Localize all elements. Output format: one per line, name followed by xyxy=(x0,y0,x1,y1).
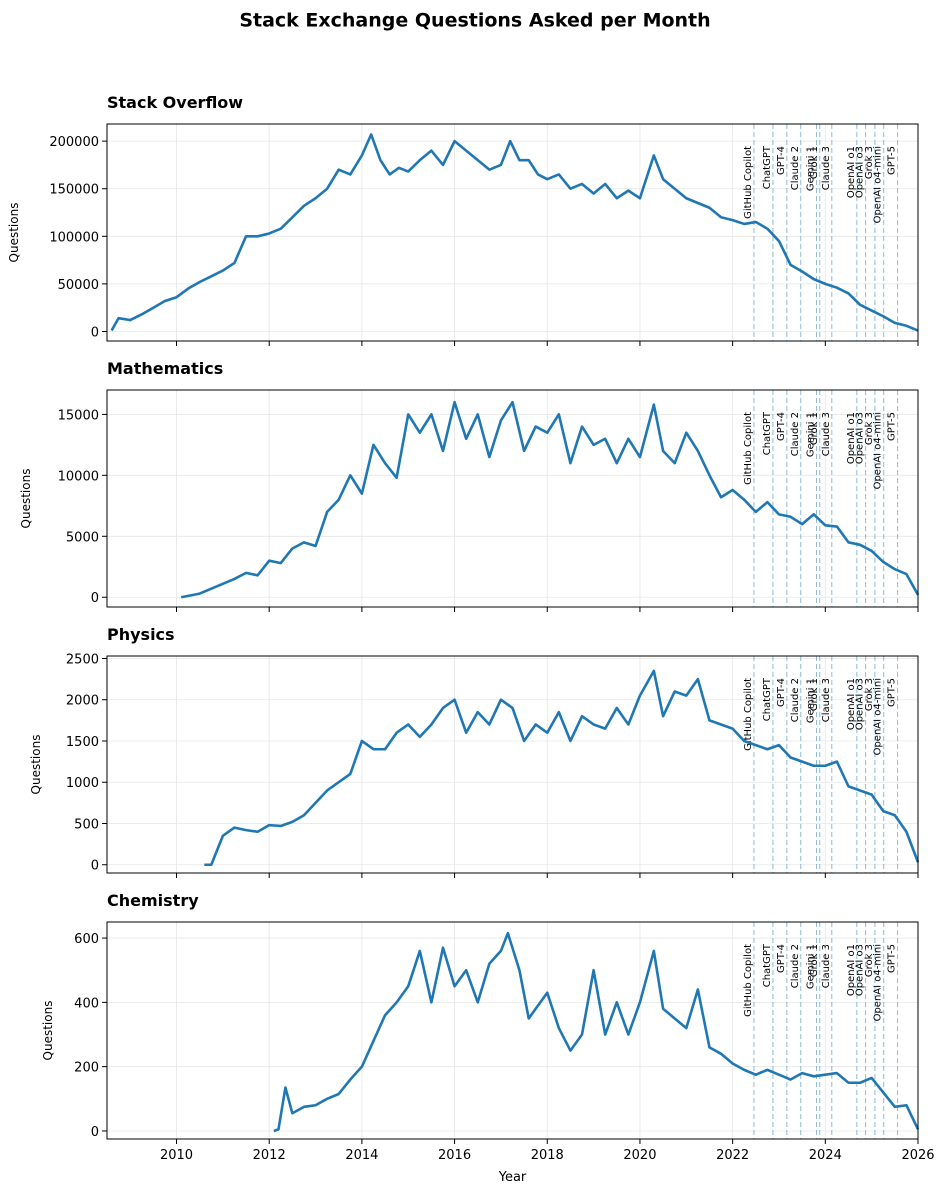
x-tick-label: 2010 xyxy=(160,1148,193,1163)
event-label: Claude 3 xyxy=(821,412,832,456)
event-label: Gemini 1 xyxy=(806,412,817,457)
event-label: Grok 3 xyxy=(864,412,875,445)
y-tick-label: 400 xyxy=(74,996,99,1011)
subplot: Chemistry 2010 2012 2014 2016 2018 2020 2022 202… xyxy=(41,891,935,1185)
y-tick-label: 500 xyxy=(74,817,99,832)
event-label: OpenAI o3 xyxy=(855,412,866,464)
event-label: GPT-4 xyxy=(776,944,787,973)
x-tick-label: 2022 xyxy=(716,1148,749,1163)
event-label: OpenAI o3 xyxy=(855,146,866,198)
y-tick-label: 1000 xyxy=(66,776,99,791)
subplot-title: Chemistry xyxy=(107,891,199,910)
x-axis-label: Year xyxy=(498,1170,527,1185)
x-tick-label: 2018 xyxy=(531,1148,564,1163)
plot-frame xyxy=(106,389,919,608)
event-label: Claude 2 xyxy=(790,412,801,456)
event-label: OpenAI o4-mini xyxy=(873,678,884,755)
y-tick-label: 5000 xyxy=(66,530,99,545)
x-tick-label: 2024 xyxy=(809,1148,842,1163)
event-label: ChatGPT xyxy=(762,677,773,721)
x-tick-label: 2020 xyxy=(623,1148,656,1163)
event-label: GitHub Copilot xyxy=(743,146,754,219)
event-label: Claude 2 xyxy=(790,146,801,190)
y-axis-label: Questions xyxy=(7,203,21,263)
event-label: Grok 1 xyxy=(809,412,820,445)
plot-frame xyxy=(106,123,919,342)
event-label: Grok 1 xyxy=(809,678,820,711)
event-label: OpenAI o1 xyxy=(846,944,857,996)
y-axis-label: Questions xyxy=(19,469,33,529)
event-label: OpenAI o4-mini xyxy=(873,412,884,489)
y-tick-label: 0 xyxy=(91,1125,99,1140)
event-label: ChatGPT xyxy=(762,411,773,455)
y-axis-label: Questions xyxy=(29,735,43,795)
event-label: Grok 1 xyxy=(809,944,820,977)
y-tick-label: 2000 xyxy=(66,694,99,709)
subplot: Mathematics 0 5000 10000 15000 GitHub Copilot… xyxy=(19,359,920,612)
event-label: Gemini 1 xyxy=(806,944,817,989)
x-tick-label: 2026 xyxy=(901,1148,934,1163)
event-label: OpenAI o1 xyxy=(846,412,857,464)
event-label: ChatGPT xyxy=(762,145,773,189)
y-tick-label: 10000 xyxy=(58,469,99,484)
event-label: Claude 3 xyxy=(821,678,832,722)
event-label: Grok 3 xyxy=(864,678,875,711)
event-label: GPT-5 xyxy=(887,944,898,973)
y-tick-label: 200000 xyxy=(49,135,99,150)
subplot-title: Physics xyxy=(107,625,175,644)
event-label: Grok 3 xyxy=(864,944,875,977)
x-tick-label: 2012 xyxy=(253,1148,286,1163)
x-tick-label: 2016 xyxy=(438,1148,471,1163)
event-label: GPT-5 xyxy=(887,412,898,441)
event-label: Gemini 1 xyxy=(806,678,817,723)
y-tick-label: 0 xyxy=(91,591,99,606)
event-label: ChatGPT xyxy=(762,943,773,987)
plot-frame xyxy=(106,921,919,1140)
event-label: GPT-4 xyxy=(776,146,787,175)
event-label: Grok 1 xyxy=(809,146,820,179)
plot-frame xyxy=(106,655,919,874)
event-label: Claude 3 xyxy=(821,944,832,988)
event-label: Grok 3 xyxy=(864,146,875,179)
event-label: GPT-4 xyxy=(776,678,787,707)
y-tick-label: 150000 xyxy=(49,183,99,198)
event-label: Claude 2 xyxy=(790,678,801,722)
y-tick-label: 2500 xyxy=(66,652,99,667)
y-tick-label: 15000 xyxy=(58,408,99,423)
event-label: Gemini 1 xyxy=(806,146,817,191)
event-label: GPT-5 xyxy=(887,678,898,707)
event-label: GPT-4 xyxy=(776,412,787,441)
event-label: GitHub Copilot xyxy=(743,412,754,485)
y-axis-label: Questions xyxy=(41,1001,55,1061)
x-tick-label: 2014 xyxy=(345,1148,378,1163)
line-series xyxy=(273,931,920,1133)
event-label: OpenAI o3 xyxy=(855,944,866,996)
line-series xyxy=(110,133,919,332)
y-tick-label: 0 xyxy=(91,859,99,874)
event-label: OpenAI o1 xyxy=(846,678,857,730)
subplot: Stack Overflow 0 50000 100000 150000 200000 Gi… xyxy=(7,93,919,346)
event-label: GitHub Copilot xyxy=(743,678,754,751)
subplot-title: Mathematics xyxy=(107,359,223,378)
y-tick-label: 600 xyxy=(74,932,99,947)
subplot-title: Stack Overflow xyxy=(107,93,243,112)
event-label: Claude 2 xyxy=(790,944,801,988)
y-tick-label: 50000 xyxy=(58,278,99,293)
event-label: OpenAI o4-mini xyxy=(873,146,884,223)
subplot: Physics 0 500 1000 1500 2000 2500 GitHub Copilo… xyxy=(29,625,920,878)
event-label: GPT-5 xyxy=(887,146,898,175)
y-tick-label: 0 xyxy=(91,325,99,340)
event-label: OpenAI o1 xyxy=(846,146,857,198)
y-tick-label: 200 xyxy=(74,1061,99,1076)
event-label: Claude 3 xyxy=(821,146,832,190)
event-label: OpenAI o3 xyxy=(855,678,866,730)
figure-title: Stack Exchange Questions Asked per Month xyxy=(239,10,710,32)
event-label: OpenAI o4-mini xyxy=(873,944,884,1021)
y-tick-label: 100000 xyxy=(49,230,99,245)
line-series xyxy=(180,400,920,599)
event-label: GitHub Copilot xyxy=(743,944,754,1017)
line-series xyxy=(204,669,920,867)
y-tick-label: 1500 xyxy=(66,735,99,750)
